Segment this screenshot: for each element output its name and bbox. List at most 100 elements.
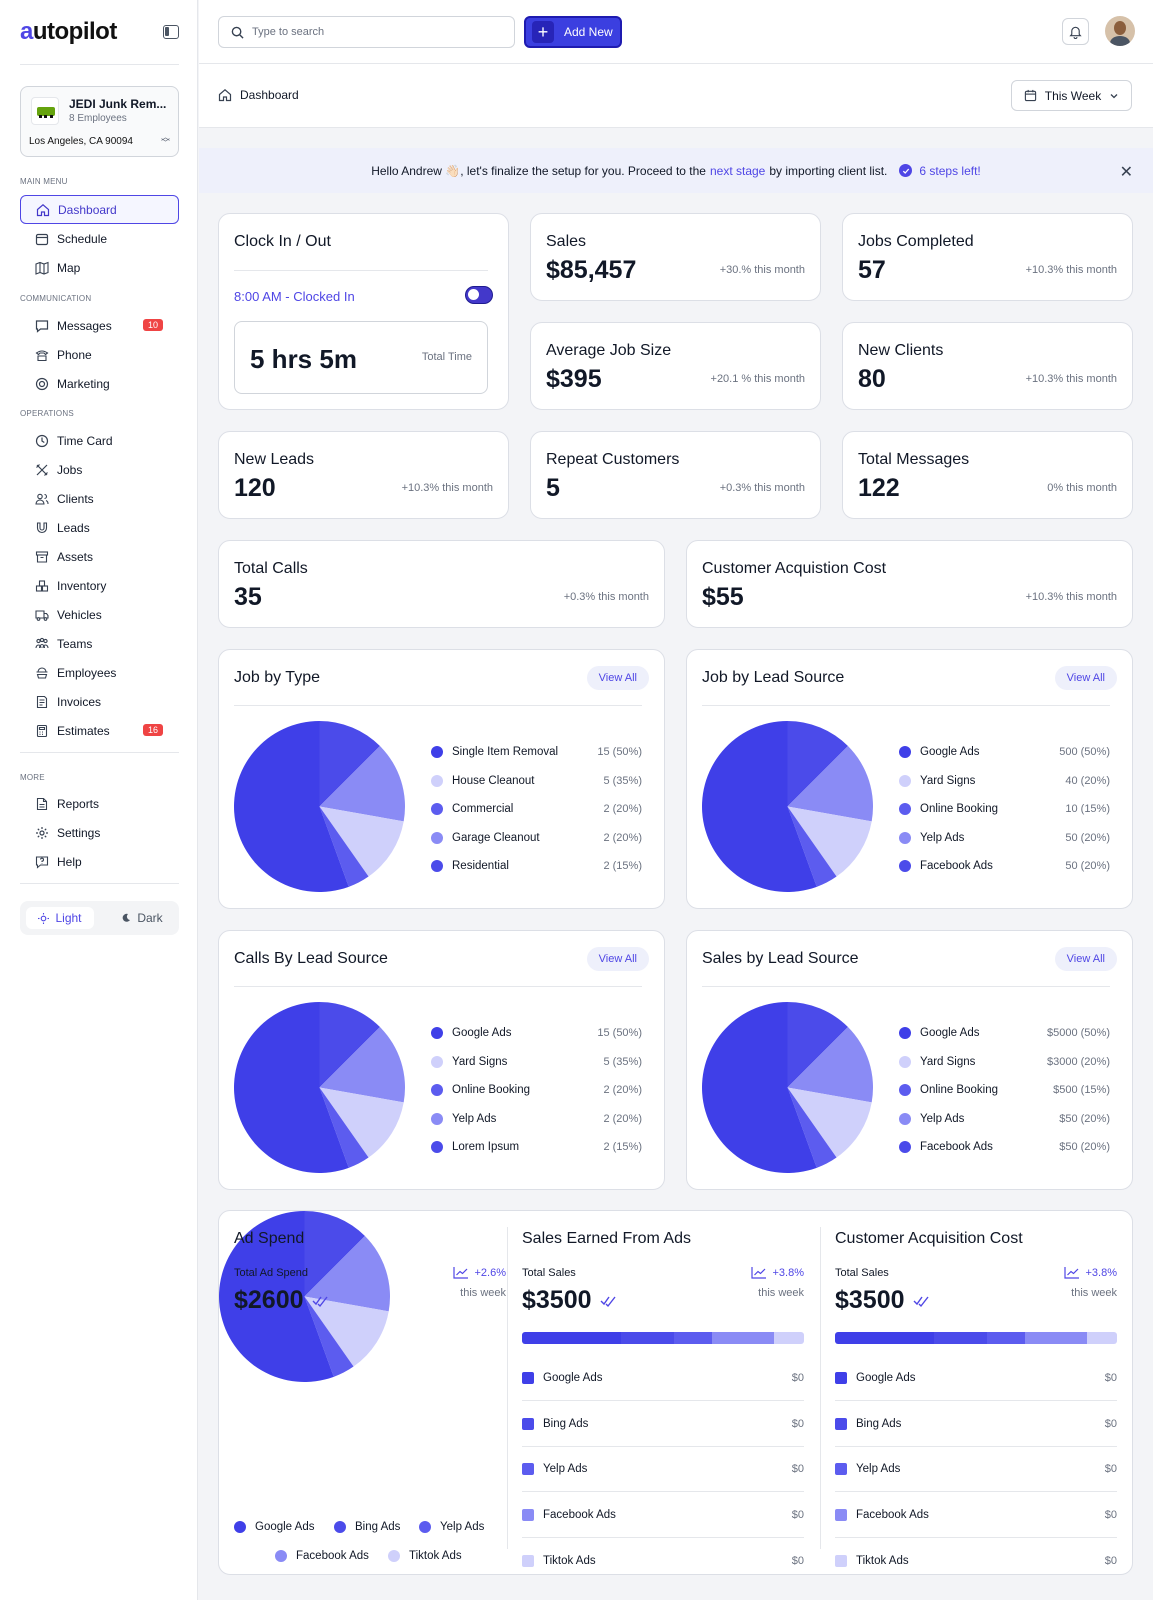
pie-slice[interactable]	[234, 1002, 349, 1173]
sidebar-item-help[interactable]: Help	[20, 847, 179, 876]
sidebar-item-teams[interactable]: Teams	[20, 629, 179, 658]
magnet-icon	[35, 521, 49, 535]
view-all-button[interactable]: View All	[1054, 947, 1117, 971]
date-range-select[interactable]: This Week	[1011, 80, 1132, 111]
sidebar-item-marketing[interactable]: Marketing	[20, 369, 179, 398]
ad-row[interactable]: Google Ads $0	[835, 1356, 1117, 1401]
pie-slice[interactable]	[234, 721, 349, 892]
pie-slice[interactable]	[319, 746, 406, 822]
company-switcher[interactable]: JEDI Junk Rem... 8 Employees Los Angeles…	[20, 86, 179, 157]
legend-item: Commercial 2 (20%)	[431, 795, 642, 824]
stat-value: $55	[702, 583, 744, 611]
sidebar-item-assets[interactable]: Assets	[20, 542, 179, 571]
sidebar-item-phone[interactable]: Phone	[20, 340, 179, 369]
user-avatar[interactable]	[1105, 16, 1135, 46]
legend-value: $50 (20%)	[1059, 1112, 1110, 1125]
legend-label: Google Ads	[452, 1027, 512, 1040]
ad-row[interactable]: Yelp Ads $0	[835, 1447, 1117, 1492]
banner-next-stage-link[interactable]: next stage	[709, 163, 766, 178]
theme-light-label: Light	[55, 911, 82, 925]
legend-label: Yelp Ads	[440, 1521, 485, 1533]
theme-light-button[interactable]: Light	[26, 907, 94, 929]
pie-slice[interactable]	[304, 1296, 389, 1367]
view-all-button[interactable]: View All	[1054, 666, 1117, 690]
ad-row[interactable]: Tiktok Ads $0	[522, 1538, 804, 1583]
legend-swatch	[334, 1521, 346, 1533]
divider	[234, 705, 642, 706]
sidebar-item-label: Help	[57, 854, 82, 869]
ad-value: $0	[791, 1417, 804, 1430]
pie-slice[interactable]	[319, 1002, 380, 1088]
sidebar-item-invoices[interactable]: Invoices	[20, 687, 179, 716]
notifications-button[interactable]	[1062, 18, 1089, 45]
ad-row[interactable]: Facebook Ads $0	[835, 1493, 1117, 1538]
sidebar-item-estimates[interactable]: Estimates 16	[20, 716, 179, 745]
home-icon[interactable]	[218, 88, 232, 102]
pie-slice[interactable]	[787, 1087, 872, 1158]
pie-slice[interactable]	[702, 721, 817, 892]
legend-swatch	[419, 1521, 431, 1533]
sidebar-item-label: Reports	[57, 796, 100, 811]
pie-slice[interactable]	[319, 806, 404, 877]
search-box[interactable]	[218, 16, 515, 48]
ad-row[interactable]: Google Ads $0	[522, 1356, 804, 1401]
sidebar-item-vehicles[interactable]: Vehicles	[20, 600, 179, 629]
sidebar-item-employees[interactable]: Employees	[20, 658, 179, 687]
ad-swatch	[835, 1417, 847, 1430]
sidebar-item-schedule[interactable]: Schedule	[20, 224, 179, 253]
sidebar-item-map[interactable]: Map	[20, 253, 179, 282]
sidebar-item-messages[interactable]: Messages 10	[20, 311, 179, 340]
sidebar-collapse-icon[interactable]	[163, 25, 179, 39]
ad-row[interactable]: Tiktok Ads $0	[835, 1538, 1117, 1583]
pie-slice[interactable]	[787, 806, 872, 877]
ads-amount-row: $3500	[835, 1286, 929, 1315]
pie-slice[interactable]	[319, 1087, 369, 1168]
sidebar-item-label: Leads	[57, 520, 90, 535]
legend-value: 50 (20%)	[1065, 860, 1110, 873]
pie-slice[interactable]	[787, 806, 837, 887]
sidebar-item-settings[interactable]: Settings	[20, 818, 179, 847]
pie-slice[interactable]	[319, 721, 380, 807]
pie-slice[interactable]	[787, 746, 874, 822]
sidebar-item-clients[interactable]: Clients	[20, 484, 179, 513]
ad-row[interactable]: Bing Ads $0	[835, 1402, 1117, 1447]
sidebar-item-reports[interactable]: Reports	[20, 789, 179, 818]
ad-row[interactable]: Facebook Ads $0	[522, 1493, 804, 1538]
theme-dark-button[interactable]: Dark	[110, 907, 174, 929]
pie-slice[interactable]	[319, 806, 369, 887]
chart-card-sales-by-lead-source: Sales by Lead Source View All Google Ads $5…	[686, 930, 1133, 1190]
legend-swatch	[431, 1055, 443, 1068]
pie-slice[interactable]	[304, 1211, 365, 1297]
pie-slice[interactable]	[702, 1002, 817, 1173]
pie-slice[interactable]	[304, 1236, 391, 1312]
legend-swatch	[899, 831, 911, 844]
legend-swatch	[899, 1141, 911, 1154]
sidebar-item-dashboard[interactable]: Dashboard	[20, 195, 179, 224]
pie-slice[interactable]	[304, 1296, 354, 1377]
pie-slice[interactable]	[787, 1027, 874, 1103]
pie-slice[interactable]	[787, 1002, 848, 1088]
pie-slice[interactable]	[319, 1087, 404, 1158]
ad-row[interactable]: Yelp Ads $0	[522, 1447, 804, 1492]
pie-slice[interactable]	[218, 1211, 334, 1382]
pie-slice[interactable]	[319, 1027, 406, 1103]
app-logo[interactable]: autopilot	[20, 18, 117, 45]
sidebar-item-inventory[interactable]: Inventory	[20, 571, 179, 600]
pie-slice[interactable]	[787, 1087, 837, 1168]
view-all-button[interactable]: View All	[586, 947, 649, 971]
clock-toggle[interactable]	[465, 286, 493, 304]
banner-steps-left[interactable]: 6 steps left!	[919, 163, 981, 178]
ad-swatch	[522, 1508, 534, 1521]
close-icon[interactable]: ✕	[1119, 164, 1133, 181]
search-input[interactable]	[252, 26, 492, 38]
pie-slice[interactable]	[787, 721, 848, 807]
add-new-button[interactable]: + Add New	[524, 16, 622, 48]
view-all-button[interactable]: View All	[586, 666, 649, 690]
sidebar-item-jobs[interactable]: Jobs	[20, 455, 179, 484]
ad-row[interactable]: Bing Ads $0	[522, 1402, 804, 1447]
ads-trend-label: this week	[1071, 1287, 1117, 1299]
breadcrumb-current[interactable]: Dashboard	[240, 88, 299, 102]
sidebar-item-leads[interactable]: Leads	[20, 513, 179, 542]
legend-item: Yelp Ads 50 (20%)	[899, 824, 1110, 853]
sidebar-item-time-card[interactable]: Time Card	[20, 426, 179, 455]
